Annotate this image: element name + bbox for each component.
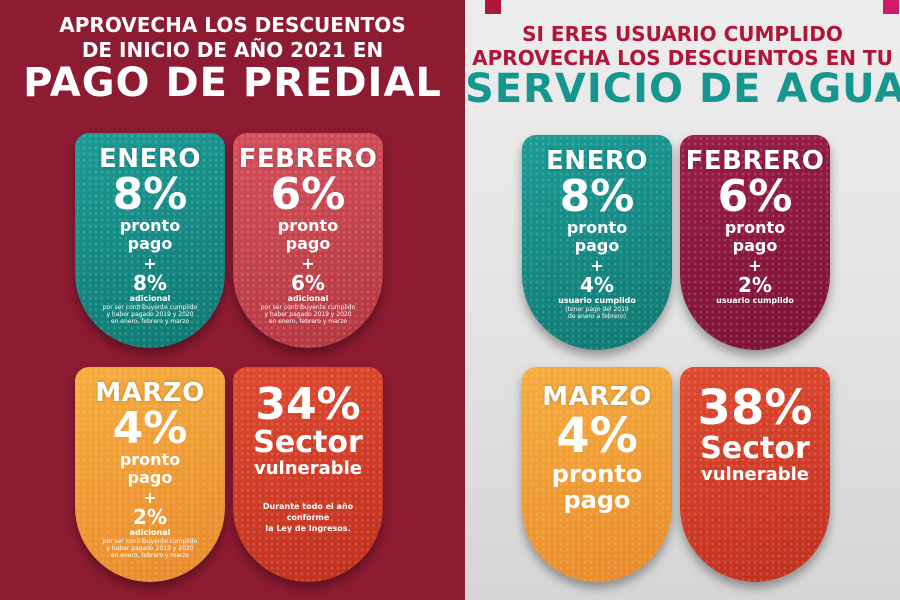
card-percent: 6% xyxy=(717,171,793,222)
card-usuario-cumplido: usuario cumplido xyxy=(558,296,636,305)
card-note: por ser contribuyente cumplido xyxy=(102,304,198,311)
card-month: ENERO xyxy=(99,144,201,174)
card-percent: 38% xyxy=(697,380,813,436)
corner-logo-shape-left xyxy=(485,0,501,14)
card-percent-secondary: 4% xyxy=(580,273,614,297)
card-percent-secondary: 2% xyxy=(738,273,772,297)
card-label: pago xyxy=(127,468,173,487)
card-adicional: adicional xyxy=(287,294,329,303)
card-note: y haber pagado 2019 y 2020 xyxy=(106,545,194,552)
agua-header-line2: APROVECHA LOS DESCUENTOS EN TU xyxy=(472,46,893,70)
card-percent: 4% xyxy=(112,403,188,454)
card-percent-secondary: 8% xyxy=(133,271,167,295)
card-note: y haber pagado 2019 y 2020 xyxy=(264,311,352,318)
agua-title: SERVICIO DE AGUA xyxy=(465,66,900,112)
card-label: pago xyxy=(574,236,620,255)
card-month: ENERO xyxy=(546,146,648,176)
card-label: pronto xyxy=(551,460,643,488)
card-note: en enero, febrero y marzo xyxy=(110,318,190,325)
card-plus: + xyxy=(590,256,604,275)
card-percent-secondary: 6% xyxy=(291,271,325,295)
card-percent: 8% xyxy=(112,169,188,220)
card-label: pago xyxy=(563,486,631,514)
card-percent: 6% xyxy=(270,169,346,220)
card-vulnerable-label: vulnerable xyxy=(700,464,810,485)
agua-header-line1: SI ERES USUARIO CUMPLIDO xyxy=(522,22,843,46)
card-month: FEBRERO xyxy=(238,144,378,174)
predial-header-line1: APROVECHA LOS DESCUENTOS xyxy=(59,13,406,37)
corner-logo-shape-right xyxy=(883,0,899,14)
card-note: Durante todo el año xyxy=(262,502,354,511)
card-note: la Ley de Ingresos. xyxy=(265,524,351,533)
predial-card-sector-vulnerable: 34% Sector vulnerable Durante todo el añ… xyxy=(233,367,383,582)
card-label: pago xyxy=(285,234,331,253)
predial-card-febrero: FEBRERO 6% pronto pago + 6% adicional po… xyxy=(233,133,383,348)
card-adicional: adicional xyxy=(129,294,171,303)
card-plus: + xyxy=(143,488,157,507)
card-label: pronto xyxy=(277,216,339,235)
predial-card-marzo: MARZO 4% pronto pago + 2% adicional por … xyxy=(75,367,225,582)
card-percent: 4% xyxy=(556,408,638,464)
agua-card-sector-vulnerable: 38% Sector vulnerable xyxy=(680,367,830,582)
predial-header-line2: DE INICIO DE AÑO 2021 EN xyxy=(81,38,384,62)
card-sector-label: Sector xyxy=(253,425,363,460)
card-plus: + xyxy=(143,254,157,273)
card-month: MARZO xyxy=(542,382,652,412)
card-percent: 34% xyxy=(255,379,361,430)
card-label: pago xyxy=(127,234,173,253)
card-label: pronto xyxy=(566,218,628,237)
card-sector-label: Sector xyxy=(700,431,810,466)
card-month: MARZO xyxy=(95,378,205,408)
agua-card-febrero: FEBRERO 6% pronto pago + 2% usuario cump… xyxy=(680,135,830,350)
card-note: conforme xyxy=(286,513,330,522)
card-note: en enero, febrero y marzo xyxy=(110,552,190,559)
card-note: por ser contribuyente cumplido xyxy=(102,538,198,545)
card-plus: + xyxy=(748,256,762,275)
card-adicional: adicional xyxy=(129,528,171,537)
card-note: por ser contribuyente cumplido xyxy=(260,304,356,311)
card-percent: 8% xyxy=(559,171,635,222)
card-note: en enero, febrero y marzo xyxy=(268,318,348,325)
agua-card-enero: ENERO 8% pronto pago + 4% usuario cumpli… xyxy=(522,135,672,350)
card-label: pronto xyxy=(119,216,181,235)
card-note: y haber pagado 2019 y 2020 xyxy=(106,311,194,318)
agua-card-marzo: MARZO 4% pronto pago xyxy=(522,367,672,582)
card-note: (tener pago del 2019 xyxy=(565,306,629,313)
card-usuario-cumplido: usuario cumplido xyxy=(716,296,794,305)
card-label: pronto xyxy=(119,450,181,469)
card-vulnerable-label: vulnerable xyxy=(253,458,363,479)
predial-card-enero: ENERO 8% pronto pago + 8% adicional por … xyxy=(75,133,225,348)
card-plus: + xyxy=(301,254,315,273)
predial-panel: APROVECHA LOS DESCUENTOS DE INICIO DE AÑ… xyxy=(0,0,465,600)
card-label: pago xyxy=(732,236,778,255)
card-month: FEBRERO xyxy=(685,146,825,176)
card-label: pronto xyxy=(724,218,786,237)
agua-panel: SI ERES USUARIO CUMPLIDO APROVECHA LOS D… xyxy=(465,0,900,600)
card-percent-secondary: 2% xyxy=(133,505,167,529)
predial-title: PAGO DE PREDIAL xyxy=(23,60,442,106)
card-note: de enero a febrero) xyxy=(567,313,627,320)
